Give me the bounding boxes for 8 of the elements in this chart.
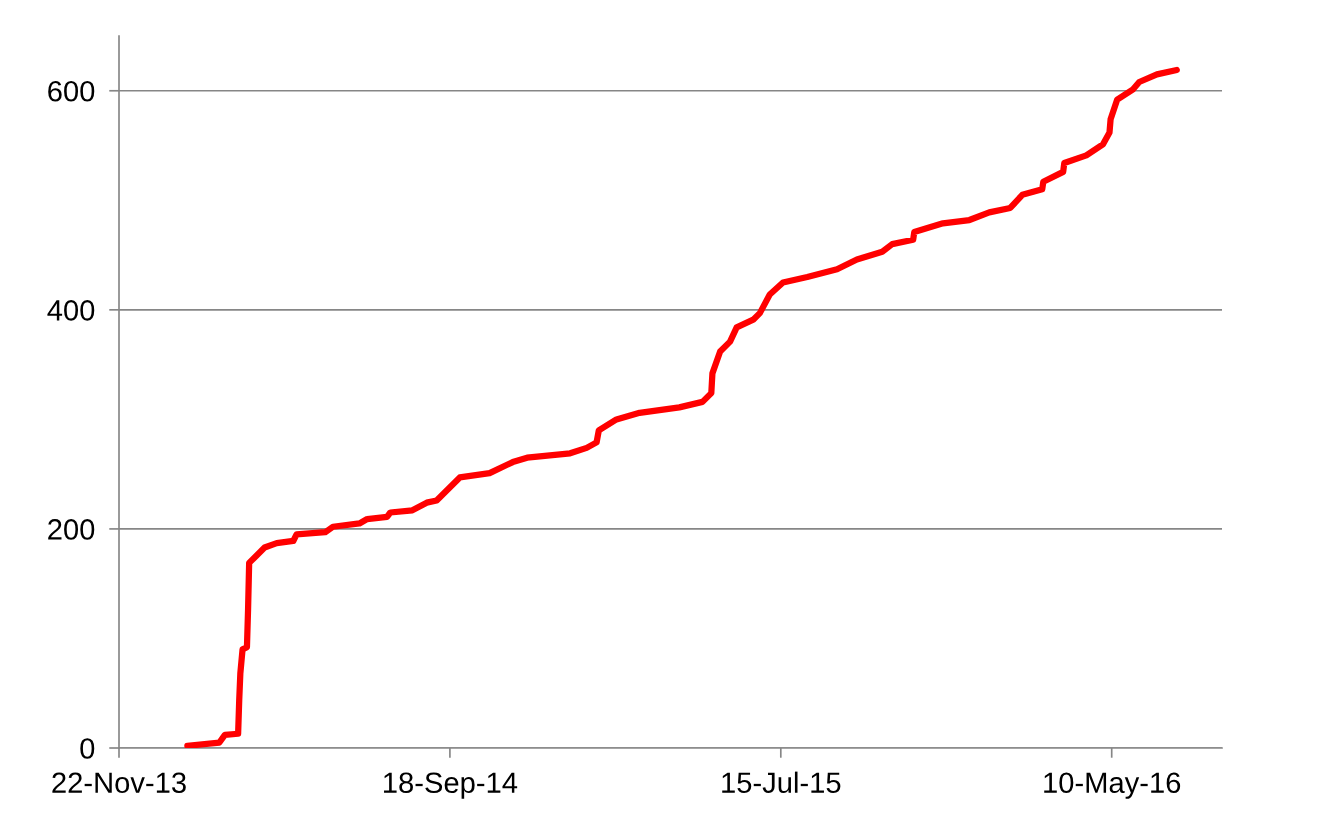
x-tick-label: 15-Jul-15 <box>722 771 841 794</box>
x-tick-label: 18-Sep-14 <box>384 772 518 799</box>
x-tick-label: 22-Nov-13 <box>52 772 186 794</box>
y-tick-label: 600 <box>48 80 95 102</box>
y-tick-label: 400 <box>47 300 95 321</box>
y-tick-label: 0 <box>80 738 95 759</box>
y-tick-label: 200 <box>48 519 95 540</box>
x-tick-label: 10-May-16 <box>1044 772 1181 799</box>
